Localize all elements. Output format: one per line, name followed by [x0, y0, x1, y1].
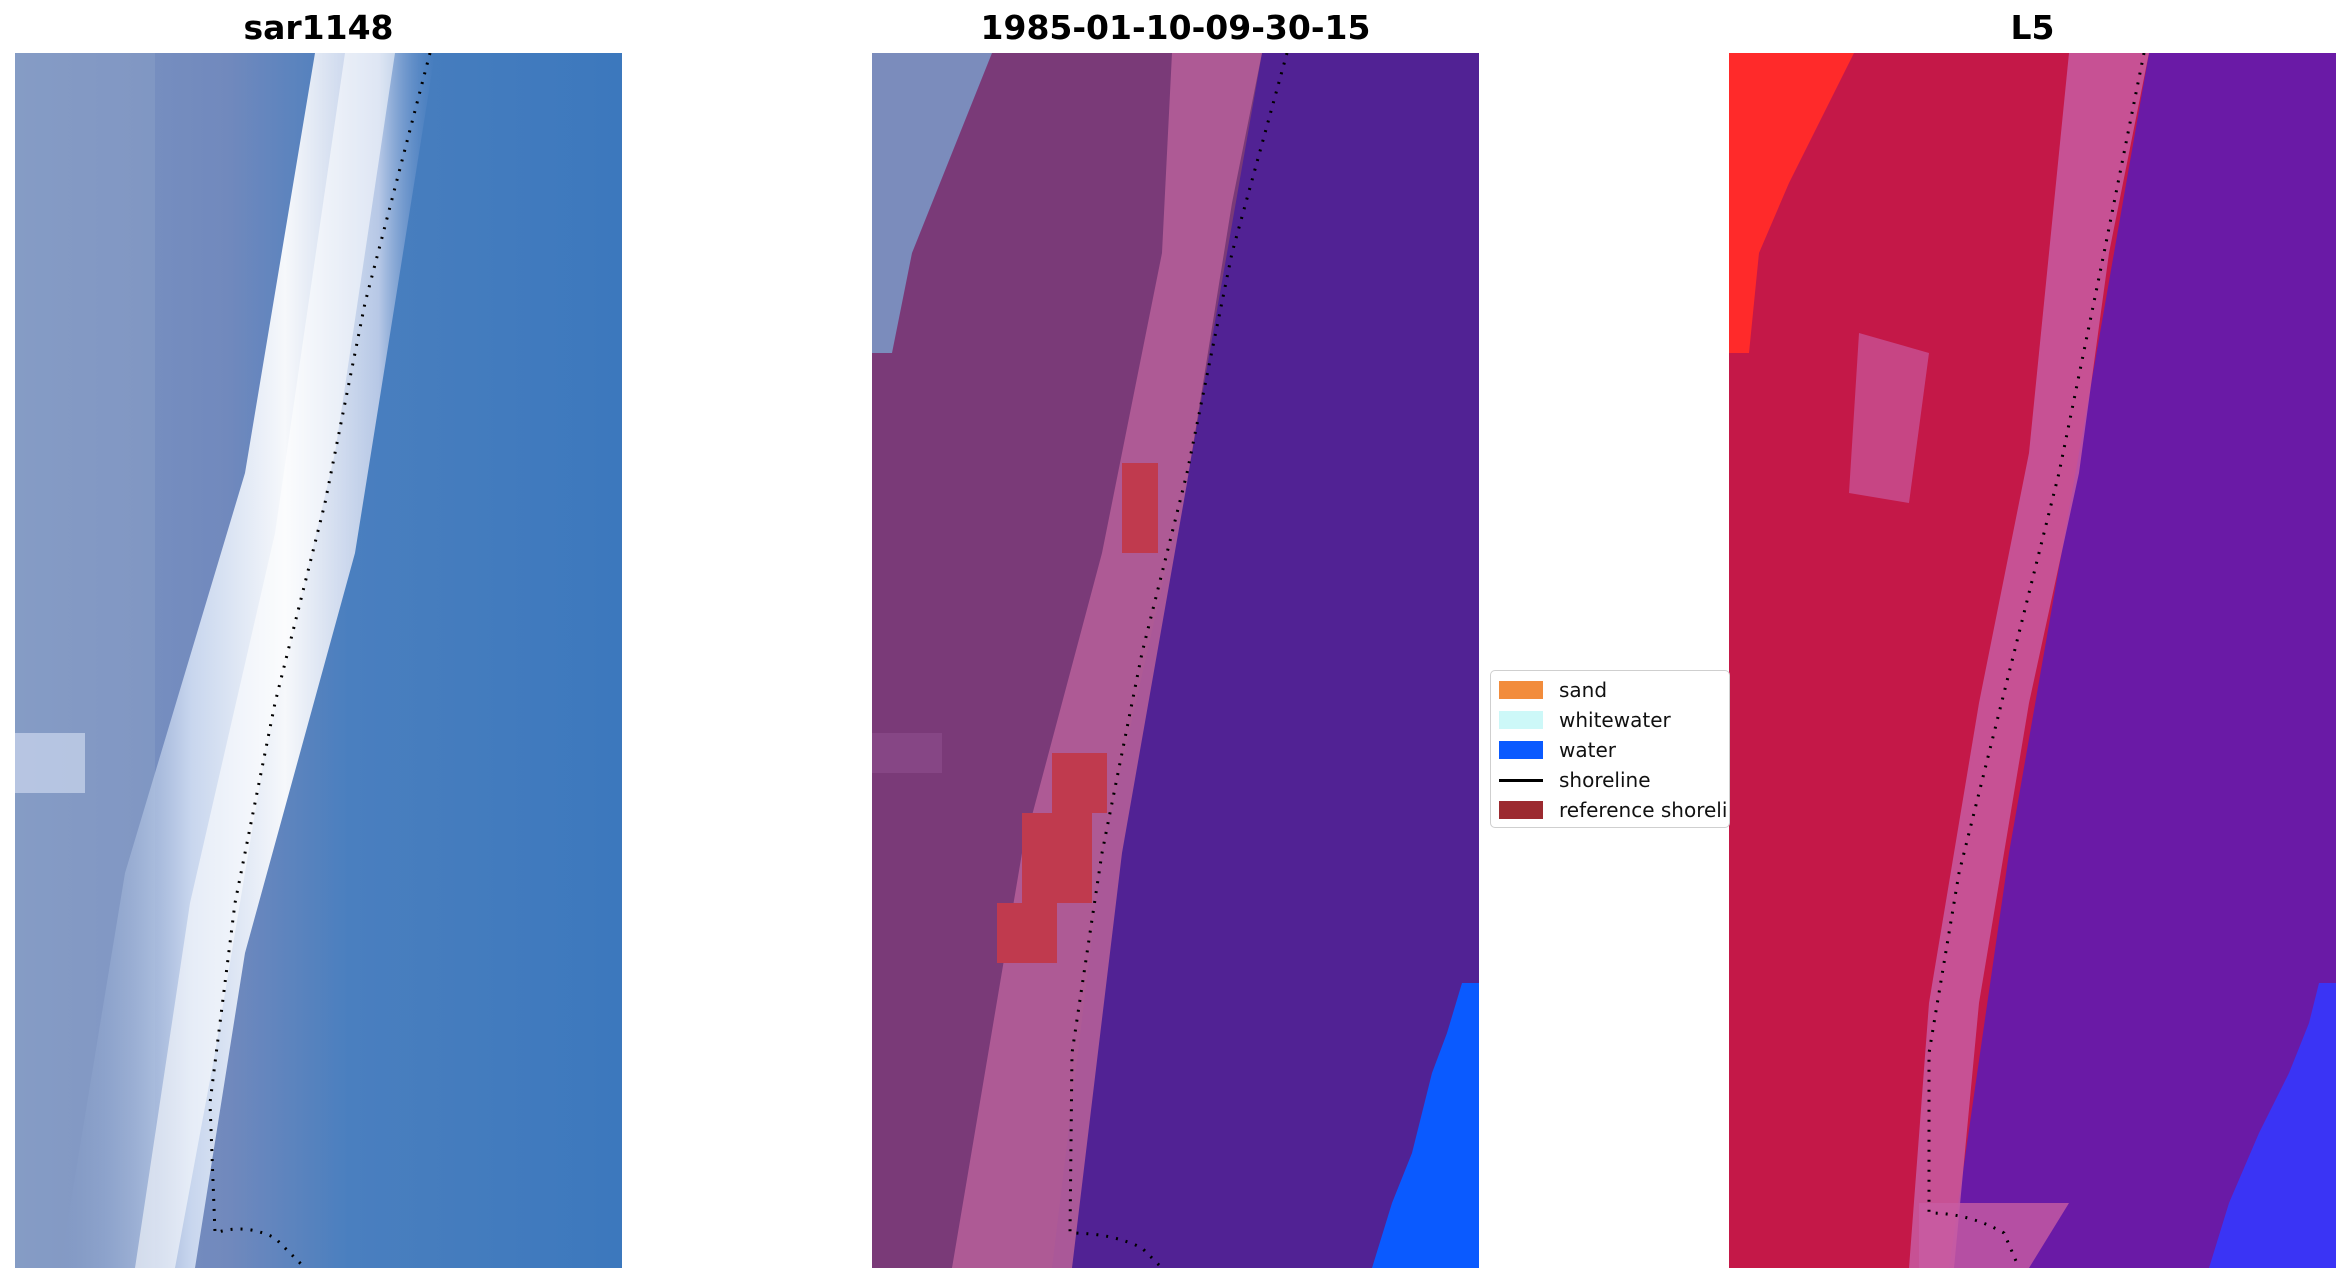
shoreline-line [1927, 53, 2146, 1268]
legend-label: water [1559, 738, 1616, 762]
reference-shoreline-swatch-icon [1499, 801, 1543, 819]
legend-item-water: water [1499, 737, 1616, 763]
legend-label: sand [1559, 678, 1608, 702]
shoreline-line-icon [1499, 778, 1543, 782]
l5-image-panel [1729, 53, 2336, 1268]
legend-label: shoreline [1559, 768, 1651, 792]
panel-title-rgb: sar1148 [243, 8, 394, 47]
panel-title-l5: L5 [2010, 8, 2055, 47]
legend-item-sand: sand [1499, 677, 1607, 703]
whitewater-swatch-icon [1499, 711, 1543, 729]
legend: sand whitewater water shoreline referenc… [1490, 670, 1730, 828]
rgb-image-panel [15, 53, 622, 1268]
sand-swatch-icon [1499, 681, 1543, 699]
classified-image [872, 53, 1479, 1268]
classified-image-panel [872, 53, 1479, 1268]
rgb-image [15, 53, 622, 1268]
legend-label: whitewater [1559, 708, 1671, 732]
legend-item-shoreline: shoreline [1499, 767, 1651, 793]
water-swatch-icon [1499, 741, 1543, 759]
shoreline-line [1068, 53, 1289, 1268]
panel-title-classified: 1985-01-10-09-30-15 [980, 8, 1371, 47]
legend-item-whitewater: whitewater [1499, 707, 1671, 733]
legend-item-reference-shoreline: reference shoreline [1499, 797, 1729, 823]
l5-image [1729, 53, 2336, 1268]
legend-label: reference shoreline [1559, 798, 1729, 822]
